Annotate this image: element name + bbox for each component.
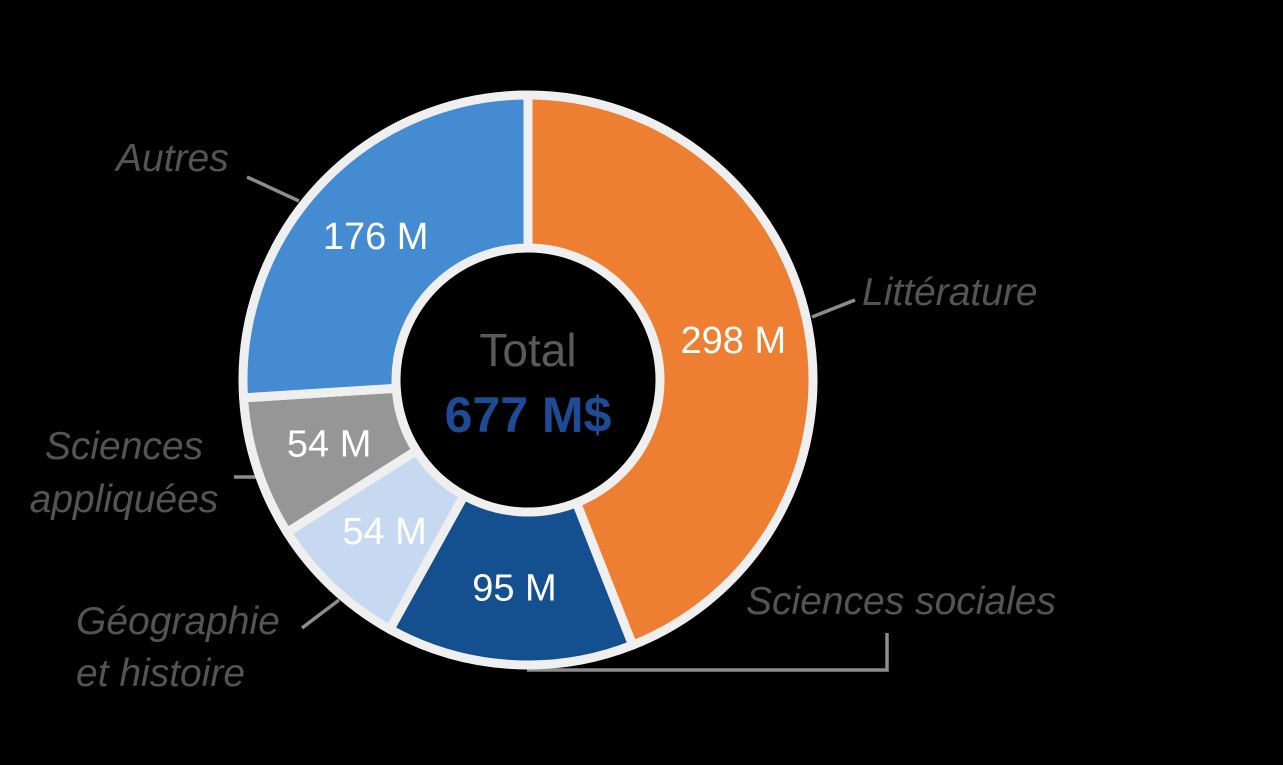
leader-line-autres (246, 175, 300, 203)
category-label-geographie-et-histoire: Géographie et histoire (76, 600, 280, 695)
slice-litterature (523, 90, 818, 650)
total-label: Total (479, 324, 577, 376)
value-label-sciences-appliquees: 54 M (287, 423, 371, 465)
value-label-sciences-sociales: 95 M (472, 568, 556, 610)
category-label-sciences-sociales: Sciences sociales (746, 580, 1056, 623)
category-label-litterature: Littérature (862, 271, 1038, 314)
leader-line-geographie-et-histoire (300, 598, 341, 630)
slice-sciences-sociales (385, 490, 638, 670)
leader-line-sciences-sociales (527, 633, 889, 672)
donut-center-text: Total 677 M$ (368, 324, 688, 443)
slice-autres (238, 90, 533, 403)
total-value: 677 M$ (444, 387, 612, 443)
value-label-litterature: 298 M (681, 320, 787, 362)
category-label-autres: Autres (116, 137, 229, 180)
category-label-sciences-appliquees: Sciences appliquées (29, 425, 219, 522)
value-label-autres: 176 M (323, 216, 429, 258)
value-label-geographie-et-histoire: 54 M (342, 511, 426, 553)
leader-line-litterature (811, 298, 856, 319)
